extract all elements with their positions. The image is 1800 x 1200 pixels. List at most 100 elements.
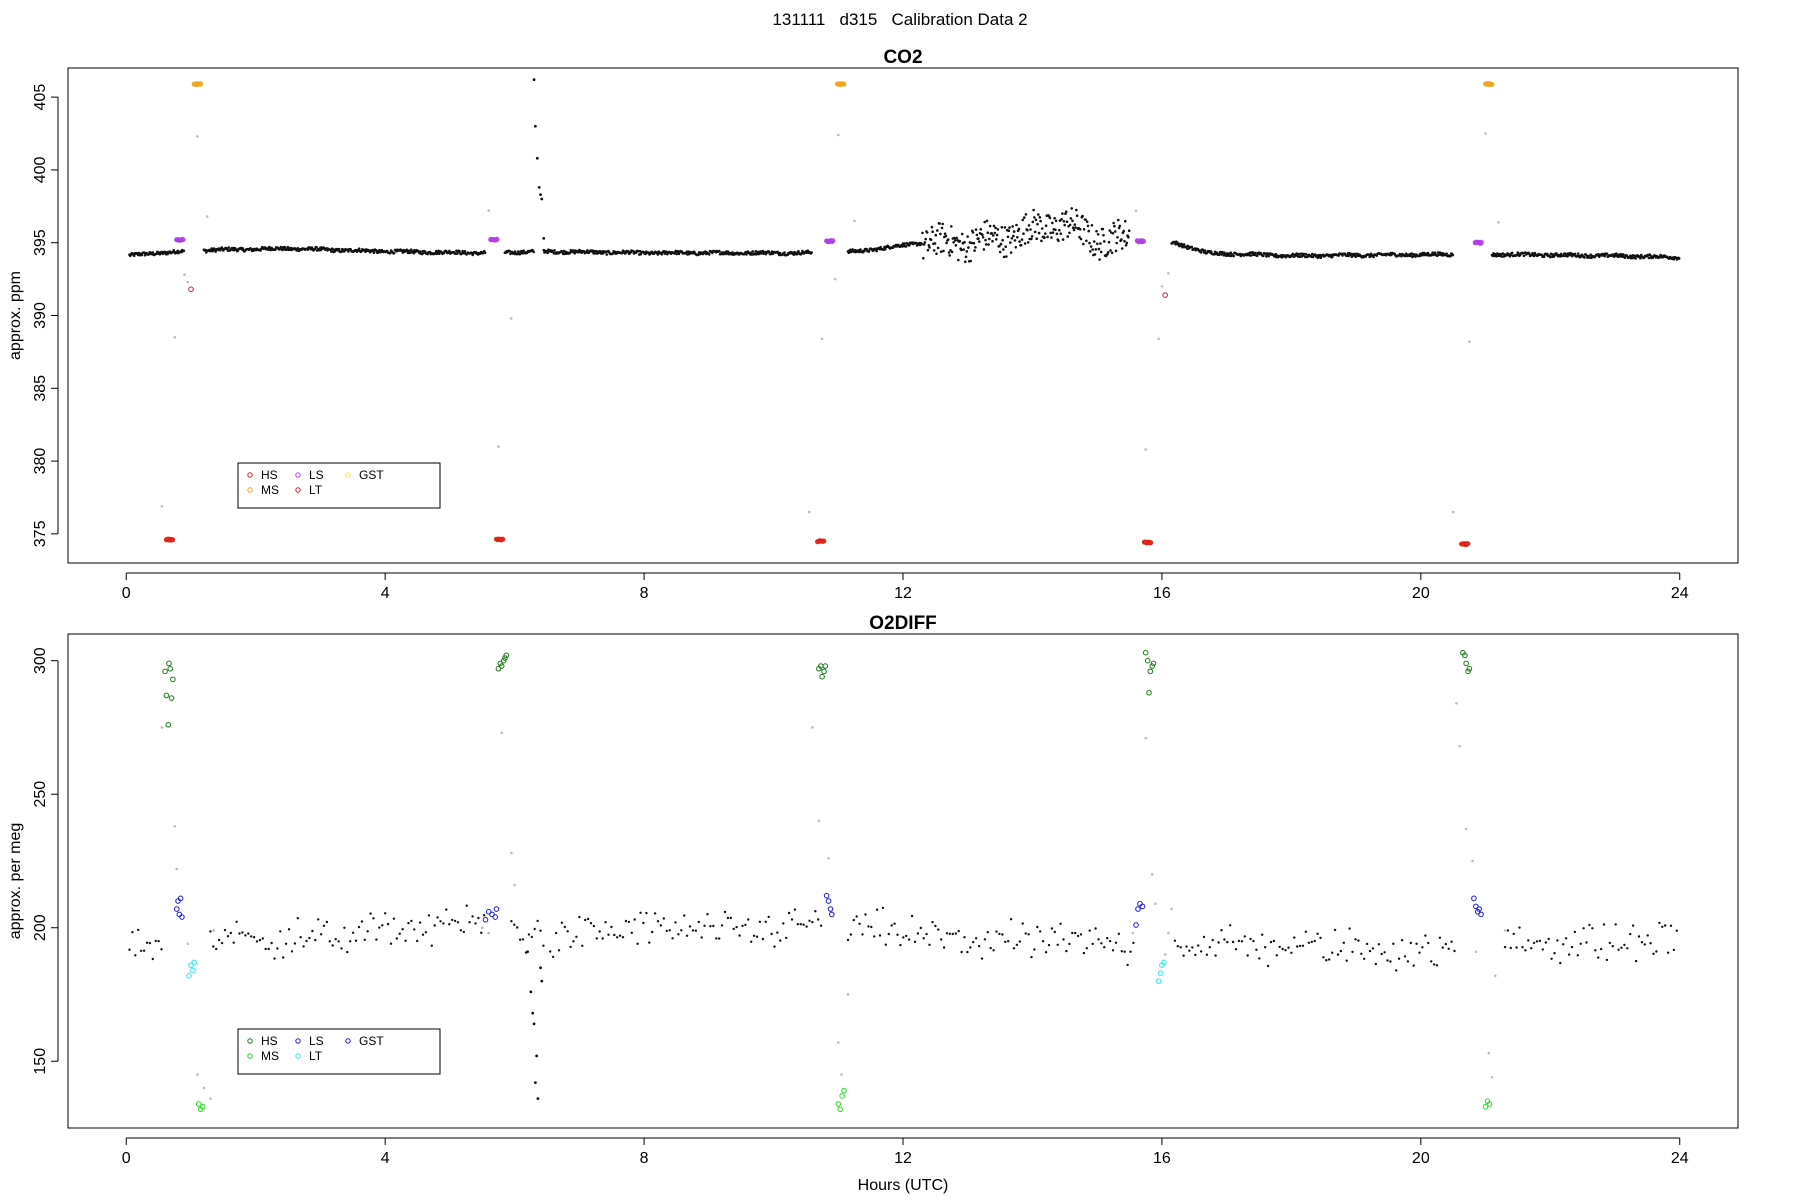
ambient-point	[372, 917, 375, 920]
ambient-point	[1421, 946, 1424, 949]
ambient-point	[1117, 932, 1121, 935]
ambient-point	[1252, 939, 1255, 943]
ambient-point	[404, 939, 407, 942]
flush-point	[183, 273, 186, 277]
ambient-point	[539, 929, 542, 932]
ambient-point	[308, 936, 311, 940]
y-tick-label: 395	[32, 229, 49, 256]
ambient-point	[987, 243, 990, 246]
ambient-point	[991, 234, 995, 237]
ambient-point	[145, 941, 149, 944]
ambient-point	[1044, 232, 1047, 235]
ambient-point	[1012, 230, 1016, 233]
ambient-point	[1328, 958, 1331, 961]
ambient-point	[1050, 927, 1054, 930]
ambient-point	[527, 933, 531, 936]
ambient-point	[536, 919, 539, 923]
flush-point	[1163, 953, 1167, 956]
ambient-point	[1085, 220, 1089, 224]
calibration-LS-point	[1133, 922, 1139, 928]
ambient-point	[319, 933, 323, 936]
ambient-point	[1185, 945, 1188, 948]
ambient-point	[1076, 934, 1080, 938]
spike-point	[540, 979, 544, 983]
ambient-point	[996, 228, 1000, 231]
ambient-point	[964, 260, 967, 264]
ambient-point	[963, 936, 966, 939]
ambient-point	[1316, 932, 1319, 935]
ambient-point	[416, 939, 419, 943]
ambient-point	[975, 233, 979, 237]
ambient-point	[1197, 944, 1200, 947]
ambient-point	[413, 928, 416, 931]
o2diff-y-axis-label: approx. per meg	[7, 823, 24, 940]
ambient-point	[754, 250, 758, 253]
ambient-point	[1108, 229, 1111, 232]
ambient-point	[474, 922, 477, 925]
ambient-point	[1661, 925, 1664, 928]
ambient-point	[542, 944, 545, 947]
ambient-point	[797, 250, 800, 253]
ambient-point	[1559, 961, 1562, 965]
ambient-point	[518, 938, 522, 941]
ambient-point	[1004, 940, 1007, 944]
ambient-point	[1068, 231, 1071, 235]
ambient-point	[578, 915, 581, 919]
ambient-point	[963, 240, 966, 244]
ambient-point	[1336, 953, 1340, 956]
ambient-point	[311, 929, 314, 933]
ambient-point	[720, 924, 724, 927]
ambient-point	[366, 930, 369, 933]
flush-point	[1144, 736, 1148, 740]
ambient-point	[328, 940, 331, 943]
ambient-point	[1015, 943, 1019, 946]
x-tick-label: 4	[381, 1150, 390, 1167]
ambient-point	[1066, 235, 1070, 238]
ambient-point	[905, 934, 908, 938]
ambient-point	[683, 914, 686, 917]
ambient-point	[849, 933, 853, 936]
ambient-point	[427, 914, 431, 917]
ambient-point	[421, 933, 425, 936]
calibration-HS-point	[495, 665, 502, 672]
flush-point	[480, 926, 484, 930]
ambient-point	[645, 911, 648, 915]
ambient-point	[960, 248, 963, 252]
legend-lt-label: LT	[309, 1049, 323, 1063]
ambient-point	[764, 920, 767, 923]
ambient-point	[1611, 945, 1615, 948]
ambient-point	[1099, 250, 1103, 254]
ambient-point	[1039, 219, 1042, 223]
calibration-LS-point	[1141, 238, 1146, 244]
co2-y-axis: 375 380 385 390 395 400 405	[32, 84, 59, 547]
ambient-point	[896, 933, 899, 936]
ambient-point	[940, 226, 944, 230]
ambient-point	[1243, 935, 1247, 938]
ambient-point	[916, 932, 920, 935]
co2-data-points	[128, 78, 1681, 548]
ambient-point	[1383, 951, 1386, 954]
ambient-point	[1232, 254, 1236, 258]
ambient-point	[685, 934, 689, 937]
ambient-point	[878, 934, 882, 937]
calibration-LS-point	[1476, 906, 1482, 912]
ambient-point	[1124, 243, 1128, 247]
ambient-point	[1123, 950, 1126, 953]
ambient-point	[1113, 224, 1116, 228]
ambient-point	[1223, 251, 1226, 254]
ambient-point	[363, 938, 366, 941]
ambient-point	[675, 252, 678, 256]
ambient-point	[306, 248, 310, 251]
ambient-point	[1086, 224, 1090, 228]
ambient-point	[1655, 950, 1658, 953]
ambient-point	[1267, 254, 1270, 258]
ambient-point	[1597, 956, 1600, 959]
ambient-point	[1081, 214, 1084, 218]
ambient-point	[904, 245, 908, 248]
ambient-point	[1451, 253, 1455, 257]
calibration-HS-point	[170, 537, 176, 543]
flush-point	[1490, 1075, 1494, 1079]
ambient-point	[586, 917, 590, 921]
ambient-point	[1617, 948, 1620, 951]
ambient-point	[1013, 239, 1017, 242]
